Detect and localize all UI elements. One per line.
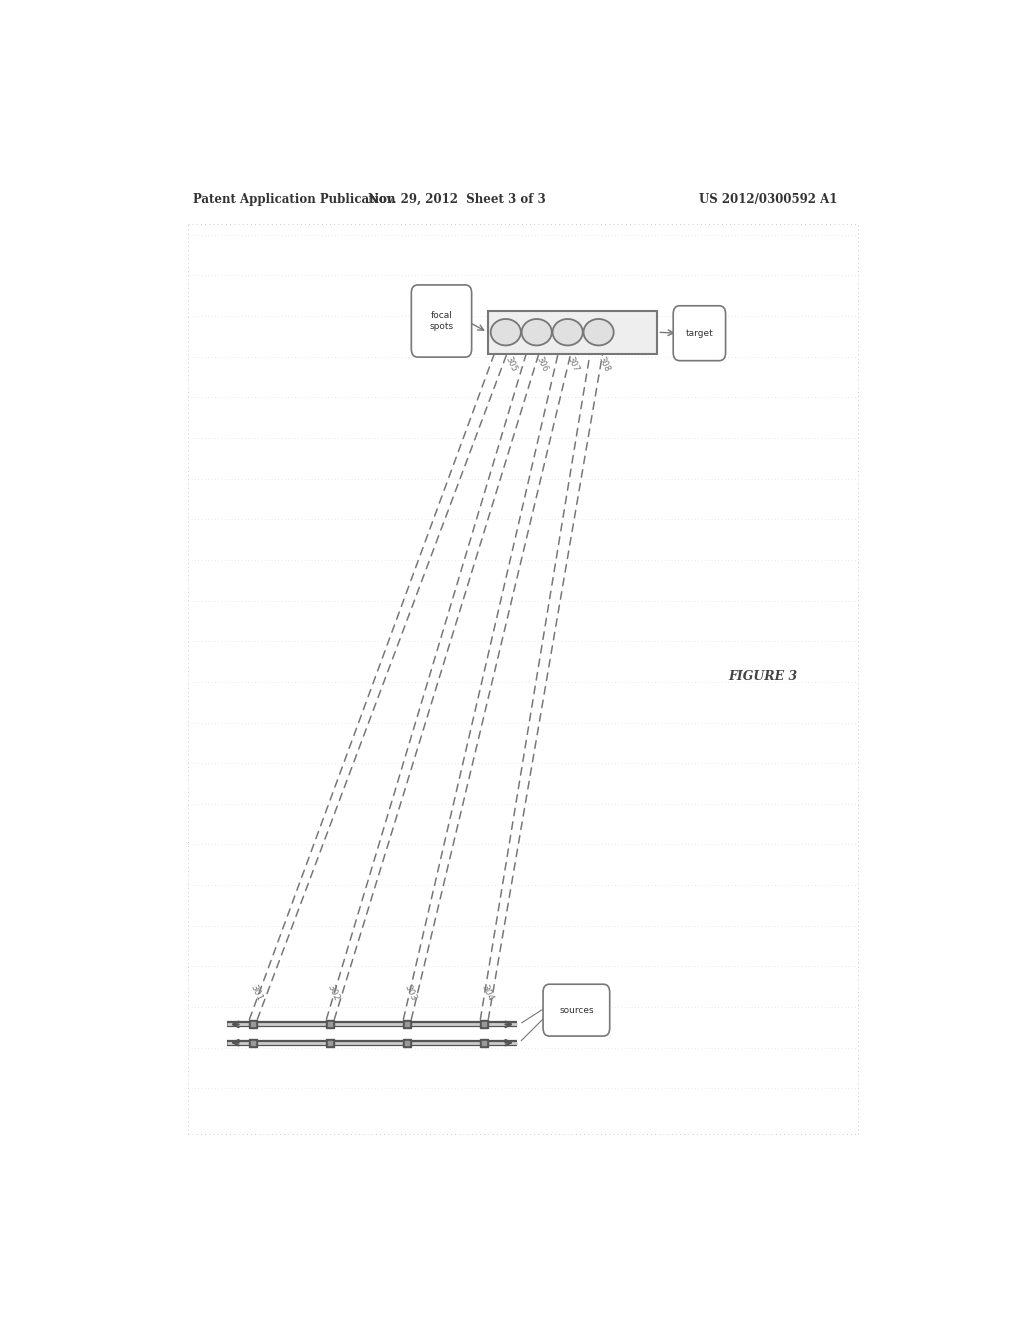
Ellipse shape — [553, 319, 583, 346]
Ellipse shape — [521, 319, 552, 346]
Text: 306: 306 — [535, 355, 550, 372]
Text: 302: 302 — [325, 982, 340, 1002]
Text: 304: 304 — [479, 982, 495, 1002]
Text: Patent Application Publication: Patent Application Publication — [194, 193, 395, 206]
Text: 303: 303 — [402, 982, 418, 1002]
Text: 305: 305 — [504, 355, 519, 372]
Text: sources: sources — [559, 1006, 594, 1015]
Text: 308: 308 — [597, 355, 611, 372]
Text: Nov. 29, 2012  Sheet 3 of 3: Nov. 29, 2012 Sheet 3 of 3 — [369, 193, 546, 206]
Text: focal
spots: focal spots — [429, 312, 454, 331]
Text: 307: 307 — [565, 355, 581, 372]
FancyBboxPatch shape — [412, 285, 472, 358]
Text: 301: 301 — [248, 982, 263, 1002]
FancyBboxPatch shape — [543, 985, 609, 1036]
FancyBboxPatch shape — [487, 312, 657, 354]
Text: US 2012/0300592 A1: US 2012/0300592 A1 — [699, 193, 838, 206]
Text: target: target — [685, 329, 714, 338]
Text: FIGURE 3: FIGURE 3 — [728, 671, 798, 684]
Ellipse shape — [490, 319, 521, 346]
Ellipse shape — [584, 319, 613, 346]
FancyBboxPatch shape — [673, 306, 726, 360]
